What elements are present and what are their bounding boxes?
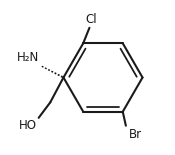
Text: H₂N: H₂N	[17, 51, 39, 64]
Text: Cl: Cl	[85, 13, 97, 26]
Text: HO: HO	[19, 119, 37, 132]
Text: Br: Br	[129, 128, 142, 141]
